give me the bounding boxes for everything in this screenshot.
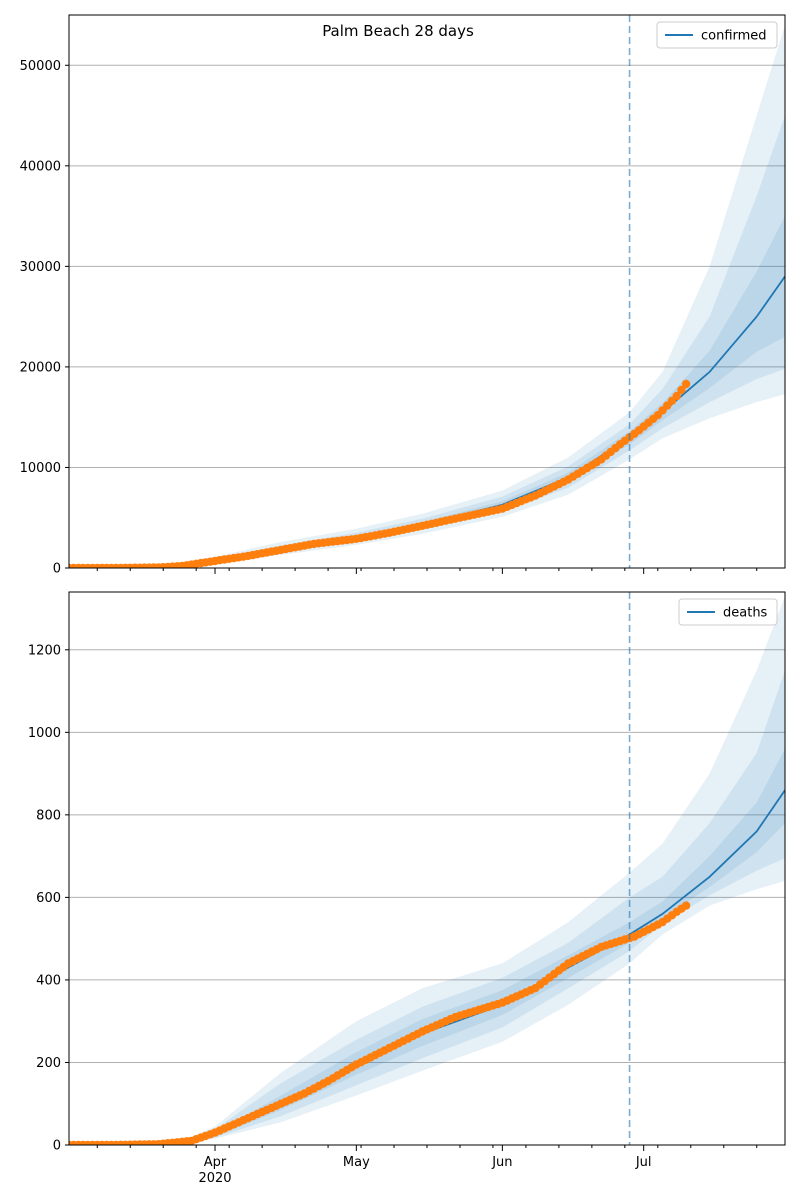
plot-area — [69, 596, 785, 1145]
x-tick-label: May — [343, 1155, 370, 1170]
y-tick-label: 200 — [36, 1056, 61, 1071]
x-tick-label: Jul — [635, 1155, 652, 1170]
uncertainty-band-1 — [69, 25, 785, 568]
y-tick-label: 400 — [36, 973, 61, 988]
observed-point — [672, 391, 681, 401]
x-tick-label: Jun — [491, 1155, 512, 1170]
figure-title: Palm Beach 28 days — [322, 22, 474, 40]
legend-label: confirmed — [701, 29, 767, 44]
confirmed-panel: 0 10000 20000 30000 40000 50000 confirmed — [20, 14, 786, 577]
observed-point — [677, 385, 686, 395]
y-tick-label: 40000 — [20, 159, 61, 174]
y-tick-label: 1000 — [28, 726, 61, 741]
x-tick-label: Apr — [204, 1155, 227, 1170]
y-tick-label: 10000 — [20, 461, 61, 476]
y-tick-label: 50000 — [20, 59, 61, 74]
legend-box — [678, 598, 778, 626]
legend-box — [656, 21, 778, 49]
uncertainty-band-1 — [69, 596, 785, 1145]
legend-label: deaths — [723, 606, 768, 621]
observed-point — [681, 901, 691, 910]
x-tick-sublabel: 2020 — [198, 1171, 231, 1186]
observed-point — [681, 379, 691, 389]
y-tick-label: 800 — [36, 808, 61, 823]
y-tick-label: 30000 — [20, 260, 61, 275]
plot-area — [69, 25, 785, 568]
y-tick-label: 20000 — [20, 360, 61, 375]
y-tick-label: 0 — [53, 1139, 61, 1154]
y-tick-label: 1200 — [28, 643, 61, 658]
y-tick-label: 0 — [53, 562, 61, 577]
uncertainty-band-2 — [69, 670, 785, 1145]
y-tick-label: 600 — [36, 891, 61, 906]
